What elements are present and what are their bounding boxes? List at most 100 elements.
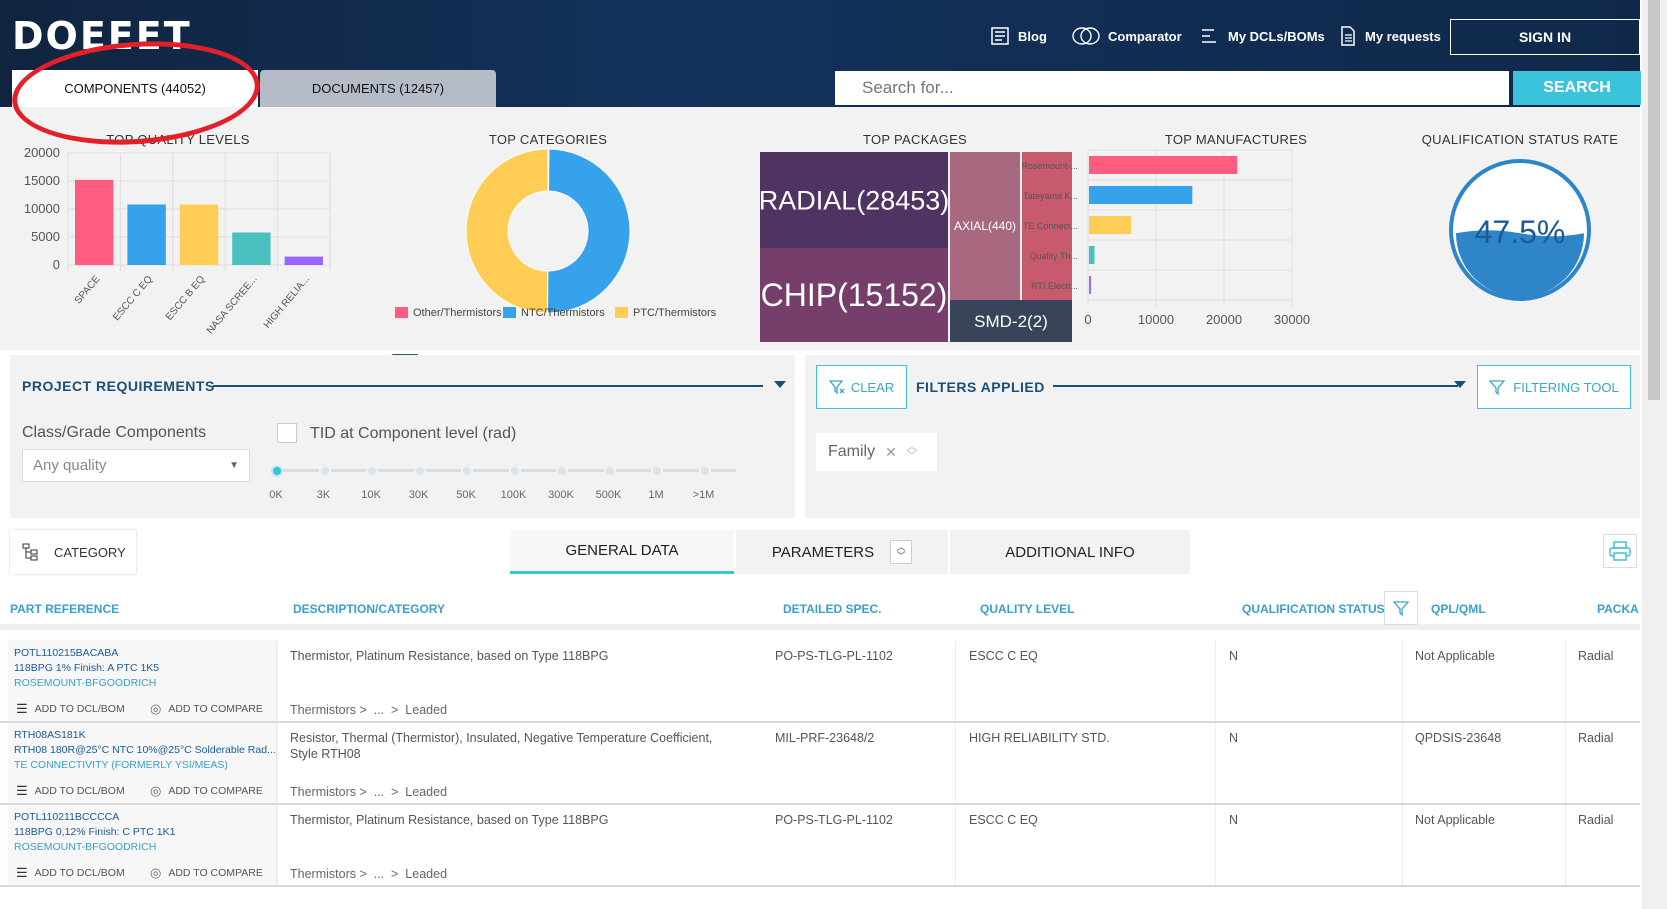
col-qualification-status[interactable]: QUALIFICATION STATUS (1242, 602, 1385, 616)
top-packages-title: TOP PACKAGES (862, 132, 968, 147)
part-reference[interactable]: RTH08AS181K (14, 729, 86, 741)
x-tick-label: 30000 (1274, 312, 1310, 327)
qpl-qml: QPDSIS-23648 (1415, 731, 1502, 745)
tab-additional-info[interactable]: ADDITIONAL INFO (950, 530, 1190, 574)
qualification-status: N (1229, 813, 1239, 827)
slider-tick-label: 50K (456, 489, 476, 501)
col-detailed-spec[interactable]: DETAILED SPEC. (783, 602, 882, 616)
chevron-down-icon[interactable] (774, 381, 786, 389)
site-logo[interactable]: DOEEET (12, 14, 192, 58)
col-description[interactable]: DESCRIPTION/CATEGORY (293, 602, 446, 616)
print-button[interactable] (1603, 534, 1637, 568)
col-qpl-qml[interactable]: QPL/QML (1431, 602, 1486, 616)
slider-step[interactable] (318, 465, 331, 477)
slider-step[interactable] (698, 465, 711, 477)
add-to-dcl-button[interactable]: ☰ ADD TO DCL/BOM (16, 865, 125, 881)
close-icon[interactable]: ✕ (885, 443, 897, 460)
col-part-reference[interactable]: PART REFERENCE (10, 602, 120, 616)
search-button[interactable]: SEARCH (1513, 71, 1641, 105)
sort-icon[interactable]: ︿ ﹀ (906, 442, 917, 462)
slider-step[interactable] (603, 465, 616, 477)
slider-step[interactable] (651, 465, 663, 477)
y-tick-label: 0 (53, 257, 60, 272)
legend-label: PTC/Thermistors (633, 307, 717, 319)
nav-comparator-label: Comparator (1108, 28, 1182, 44)
project-requirements-panel (10, 355, 795, 518)
category-button[interactable]: CATEGORY (10, 530, 136, 574)
filtering-tool-button[interactable]: FILTERING TOOL (1477, 365, 1631, 409)
qpl-qml: Not Applicable (1415, 813, 1495, 827)
category-path[interactable]: Thermistors > ... > Leaded (290, 867, 448, 881)
add-to-dcl-button[interactable]: ☰ ADD TO DCL/BOM (16, 701, 125, 717)
slider-step[interactable] (556, 465, 568, 477)
part-manufacturer[interactable]: ROSEMOUNT-BFGOODRICH (14, 677, 157, 689)
nav-my-dcls[interactable]: My DCLs/BOMs (1200, 26, 1325, 46)
treemap-cell-1 (760, 248, 948, 342)
slider-step[interactable] (461, 465, 473, 477)
clear-filters-button[interactable]: CLEAR (816, 365, 907, 409)
category-path[interactable]: Thermistors > ... > Leaded (290, 703, 448, 717)
part-reference[interactable]: POTL110211BCCCCA (14, 811, 120, 823)
hbar-0 (1089, 156, 1238, 174)
treemap-cell-2 (950, 152, 1020, 300)
bar-3 (232, 232, 271, 265)
quality-select[interactable]: Any quality ▼ (22, 449, 250, 482)
slider-step[interactable] (508, 465, 521, 477)
add-to-compare-button[interactable]: ◎ ADD TO COMPARE (150, 865, 263, 881)
add-list-icon: ☰ (16, 701, 28, 716)
tid-slider[interactable]: 0K 3K 10K 30K 50K 100K 300K 500K 1M >1M (269, 459, 776, 509)
category-path[interactable]: Thermistors > ... > Leaded (290, 785, 448, 799)
sign-in-button[interactable]: SIGN IN (1450, 19, 1640, 55)
treemap-cell-0 (760, 152, 948, 248)
scrollbar-thumb[interactable] (1648, 0, 1660, 400)
nav-my-requests[interactable]: My requests (1339, 26, 1441, 46)
chevron-down-icon[interactable] (1454, 381, 1466, 389)
tab-components[interactable]: COMPONENTS (44052) (12, 70, 258, 107)
comparator-icon: ◎ (150, 865, 162, 880)
tab-general-data[interactable]: GENERAL DATA (510, 530, 734, 574)
add-to-compare-button[interactable]: ◎ ADD TO COMPARE (150, 701, 263, 717)
sort-icon[interactable]: ︿ ﹀ (890, 540, 913, 564)
search-input[interactable] (835, 71, 1509, 105)
y-tick-label: 5000 (31, 229, 60, 244)
nav-blog[interactable]: Blog (990, 26, 1047, 46)
tid-checkbox[interactable] (277, 423, 297, 443)
description-text: Thermistor, Platinum Resistance, based o… (290, 649, 609, 663)
table-row[interactable]: POTL110215BACABA 118BPG 1% Finish: A PTC … (0, 641, 1640, 723)
category-label: CATEGORY (54, 544, 126, 560)
chevron-down-icon: ▼ (229, 460, 239, 471)
quality-select-value: Any quality (33, 457, 107, 474)
table-row[interactable]: RTH08AS181K RTH08 180R@25°C NTC 10%@25°C … (0, 723, 1640, 805)
table-row[interactable]: POTL110211BCCCCA 118BPG 0,12% Finish: C P… (0, 805, 1640, 887)
treemap-label: SMD-2(2) (974, 312, 1048, 331)
part-manufacturer[interactable]: TE CONNECTIVITY (FORMERLY YSI/MEAS) (14, 759, 228, 771)
clear-label: CLEAR (850, 379, 895, 395)
list-icon (1202, 29, 1216, 43)
add-to-dcl-button[interactable]: ☰ ADD TO DCL/BOM (16, 783, 125, 799)
packages-chart: RADIAL(28453) CHIP(15152) AXIAL(440) SMD-2(… (760, 152, 1072, 342)
category-tree-icon (22, 543, 38, 561)
col-quality-level[interactable]: QUALITY LEVEL (980, 602, 1075, 616)
x-tick-label: NASA SCREE... (205, 274, 260, 336)
blog-icon (991, 27, 1009, 45)
slider-step[interactable] (413, 465, 426, 477)
part-reference[interactable]: POTL110215BACABA (14, 647, 119, 659)
slider-handle[interactable] (271, 465, 283, 477)
x-tick-label: 0 (1084, 312, 1091, 327)
slider-step[interactable] (366, 465, 378, 477)
table-header (0, 586, 1640, 630)
col-package[interactable]: PACKA (1597, 602, 1639, 616)
tab-parameters[interactable]: PARAMETERS ︿ ﹀ (736, 530, 948, 574)
add-to-compare-button[interactable]: ◎ ADD TO COMPARE (150, 783, 263, 799)
treemap-label: AXIAL(440) (954, 219, 1016, 233)
part-manufacturer[interactable]: ROSEMOUNT-BFGOODRICH (14, 841, 157, 853)
filter-chip-family[interactable]: Family ✕ ︿ ﹀ (816, 433, 937, 471)
add-to-compare-label: ADD TO COMPARE (168, 867, 263, 879)
nav-comparator[interactable]: Comparator (1072, 26, 1182, 46)
filter-icon (1489, 380, 1506, 395)
quality-level: HIGH RELIABILITY STD. (969, 731, 1110, 745)
column-filter-button[interactable] (1384, 591, 1418, 625)
qualification-rate-title: QUALIFICATION STATUS RATE (1421, 132, 1619, 147)
tab-documents[interactable]: DOCUMENTS (12457) (260, 70, 496, 107)
column-divider (955, 723, 956, 803)
